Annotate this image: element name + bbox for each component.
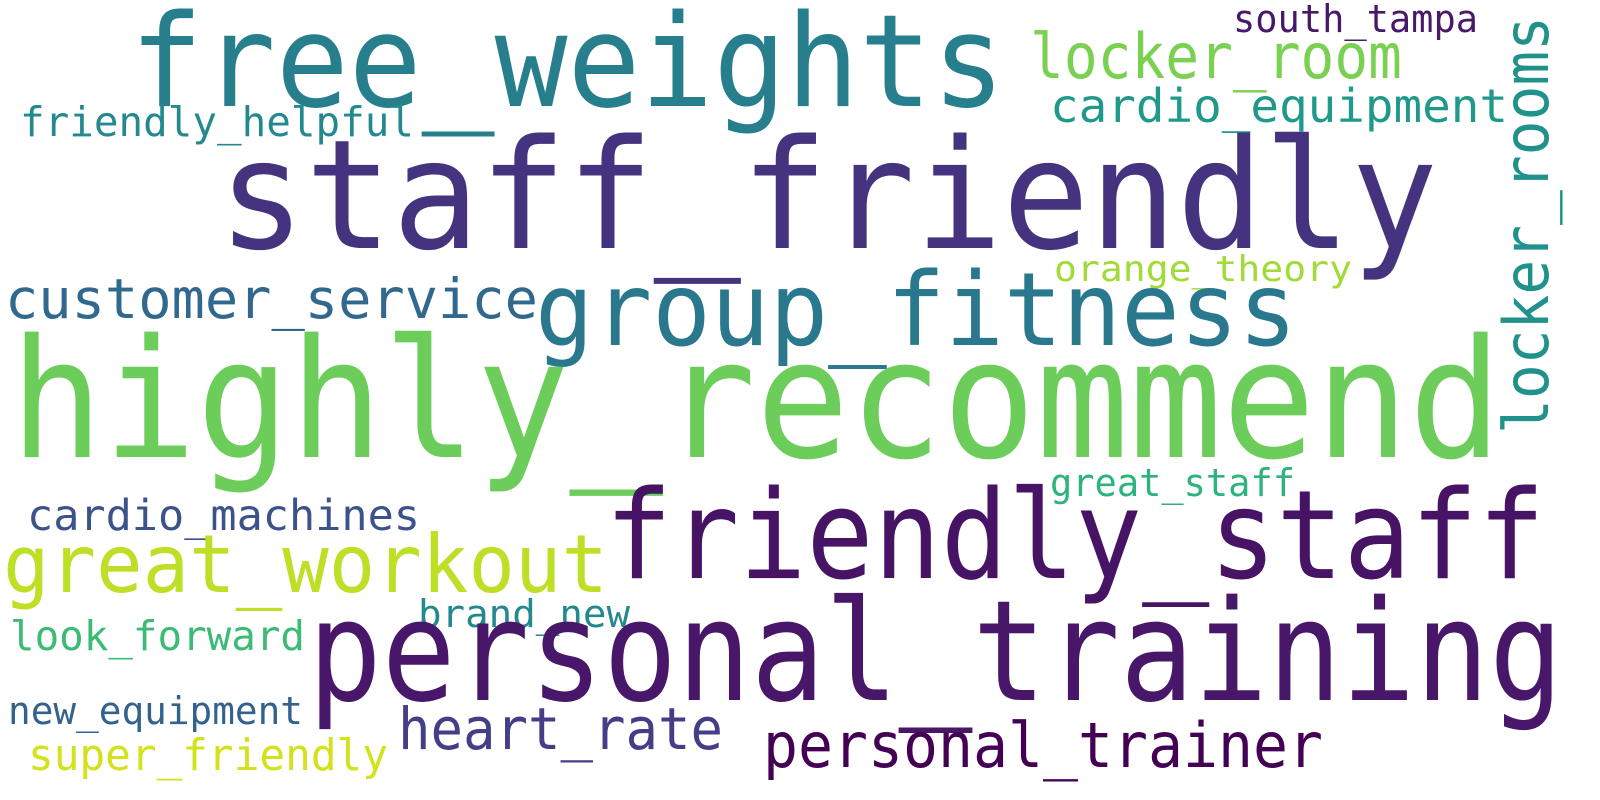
word-south-tampa: south_tampa	[1233, 0, 1478, 42]
word-new-equipment: new_equipment	[8, 689, 303, 734]
word-personal-training: personal_training	[308, 571, 1563, 734]
word-staff-friendly: staff_friendly	[218, 107, 1438, 284]
word-super-friendly: super_friendly	[28, 730, 388, 781]
word-orange-theory: orange_theory	[1054, 249, 1352, 290]
word-friendly-staff: friendly_staff	[605, 465, 1545, 608]
word-heart-rate: heart_rate	[398, 695, 723, 763]
word-free-weights: free_weights	[130, 0, 1005, 137]
word-highly-recommend: highly_recommend	[10, 304, 1502, 496]
word-great-staff: great_staff	[1050, 461, 1295, 506]
word-friendly-helpful: friendly_helpful	[20, 98, 414, 146]
word-personal-trainer: personal_trainer	[763, 709, 1323, 782]
word-cardio-equipment: cardio_equipment	[1050, 79, 1508, 133]
word-group-fitness: group_fitness	[535, 251, 1297, 370]
word-locker-rooms: locker_rooms	[1490, 16, 1563, 434]
word-cardio-machines: cardio_machines	[27, 491, 420, 541]
word-customer-service: customer_service	[5, 267, 538, 331]
word-locker-room: locker_room	[1030, 20, 1402, 93]
word-look-forward: look_forward	[10, 612, 305, 660]
word-great-workout: great_workout	[3, 518, 608, 611]
word-brand-new: brand_new	[418, 592, 630, 637]
